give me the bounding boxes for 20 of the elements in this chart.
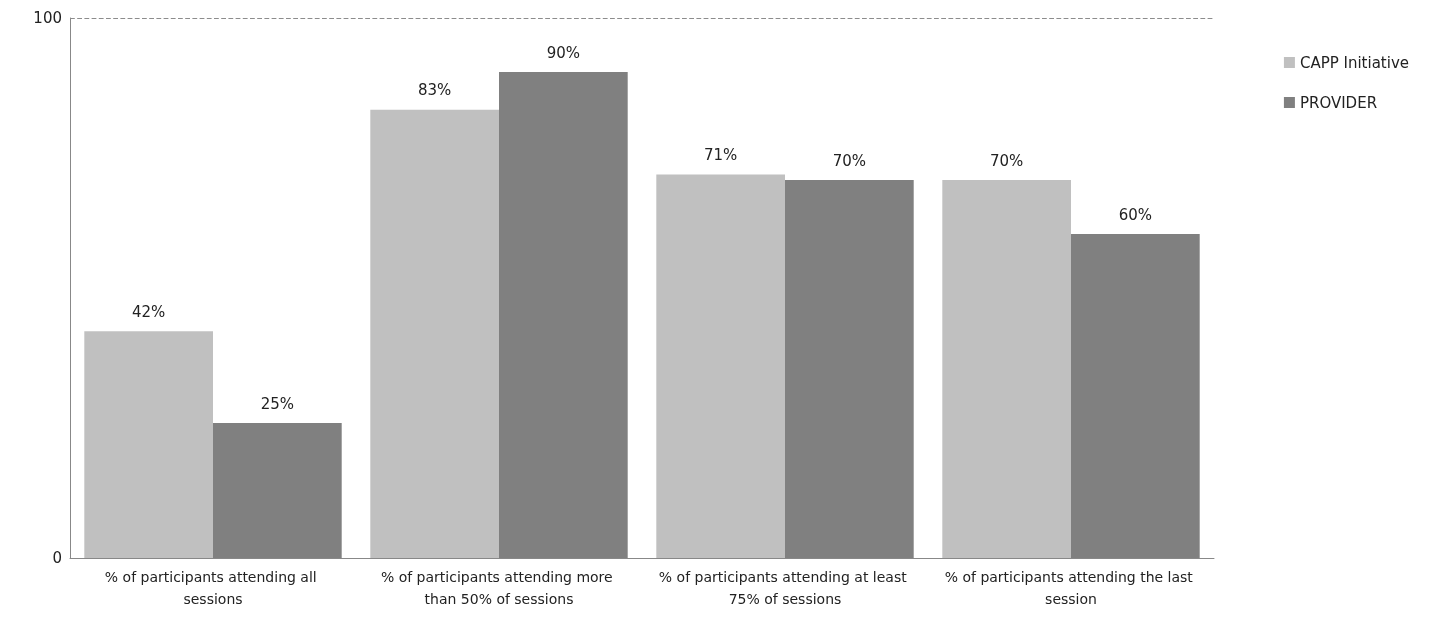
data-label: 60% — [1118, 205, 1153, 224]
bar — [84, 331, 213, 558]
legend-label: CAPP Initiative — [1299, 53, 1410, 72]
data-label: 90% — [546, 43, 581, 62]
x-tick-label: % of participants attending at least 75% of sessions — [658, 569, 912, 607]
bar — [942, 180, 1071, 558]
bar — [370, 109, 499, 558]
data-label: 71% — [703, 146, 738, 165]
x-tick-label: % of participants attending all sessions — [104, 569, 322, 607]
legend-label: PROVIDER — [1299, 93, 1378, 112]
bar — [656, 174, 785, 558]
x-tick-label: % of participants attending more than 50% of sessions — [380, 569, 618, 607]
data-label: 83% — [417, 81, 452, 100]
data-label: 42% — [131, 302, 166, 321]
y-tick-label: 0 — [52, 549, 62, 567]
data-label: 70% — [832, 151, 867, 170]
x-tick-label: % of participants attending the last session — [944, 569, 1198, 607]
data-label: 70% — [989, 151, 1024, 170]
data-label: 25% — [260, 394, 295, 413]
y-tick-label: 100 — [33, 9, 62, 27]
